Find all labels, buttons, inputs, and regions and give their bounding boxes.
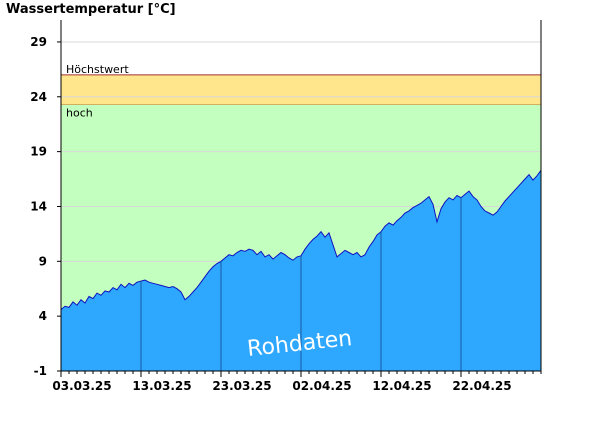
y-tick-label: 19	[30, 145, 47, 159]
y-tick-label: 9	[39, 254, 47, 268]
y-tick-label: -1	[34, 364, 47, 378]
x-tick-label: 02.04.25	[292, 379, 351, 393]
y-tick-label: 14	[30, 199, 47, 213]
x-axis-ticks: 03.03.25 13.03.25 23.03.25 02.04.25 12.04.25…	[52, 371, 542, 393]
threshold-lines: Höchstwert hoch	[61, 63, 541, 119]
x-tick-label: 22.04.25	[452, 379, 511, 393]
x-tick-label: 12.04.25	[372, 379, 431, 393]
y-tick-label: 29	[30, 35, 47, 49]
x-tick-label: 03.03.25	[52, 379, 111, 393]
y-tick-label: 4	[39, 309, 47, 323]
x-tick-label: 13.03.25	[132, 379, 191, 393]
band-hoch	[61, 74, 541, 105]
y-tick-label: 24	[30, 90, 47, 104]
chart-title: Wassertemperatur [°C]	[6, 2, 176, 17]
threshold-label: hoch	[66, 106, 93, 119]
y-axis-ticks: -1 4 9 14 19 24 29	[30, 35, 61, 378]
threshold-label: Höchstwert	[66, 63, 129, 76]
day-separator-lines	[140, 197, 462, 371]
x-tick-label: 23.03.25	[212, 379, 271, 393]
